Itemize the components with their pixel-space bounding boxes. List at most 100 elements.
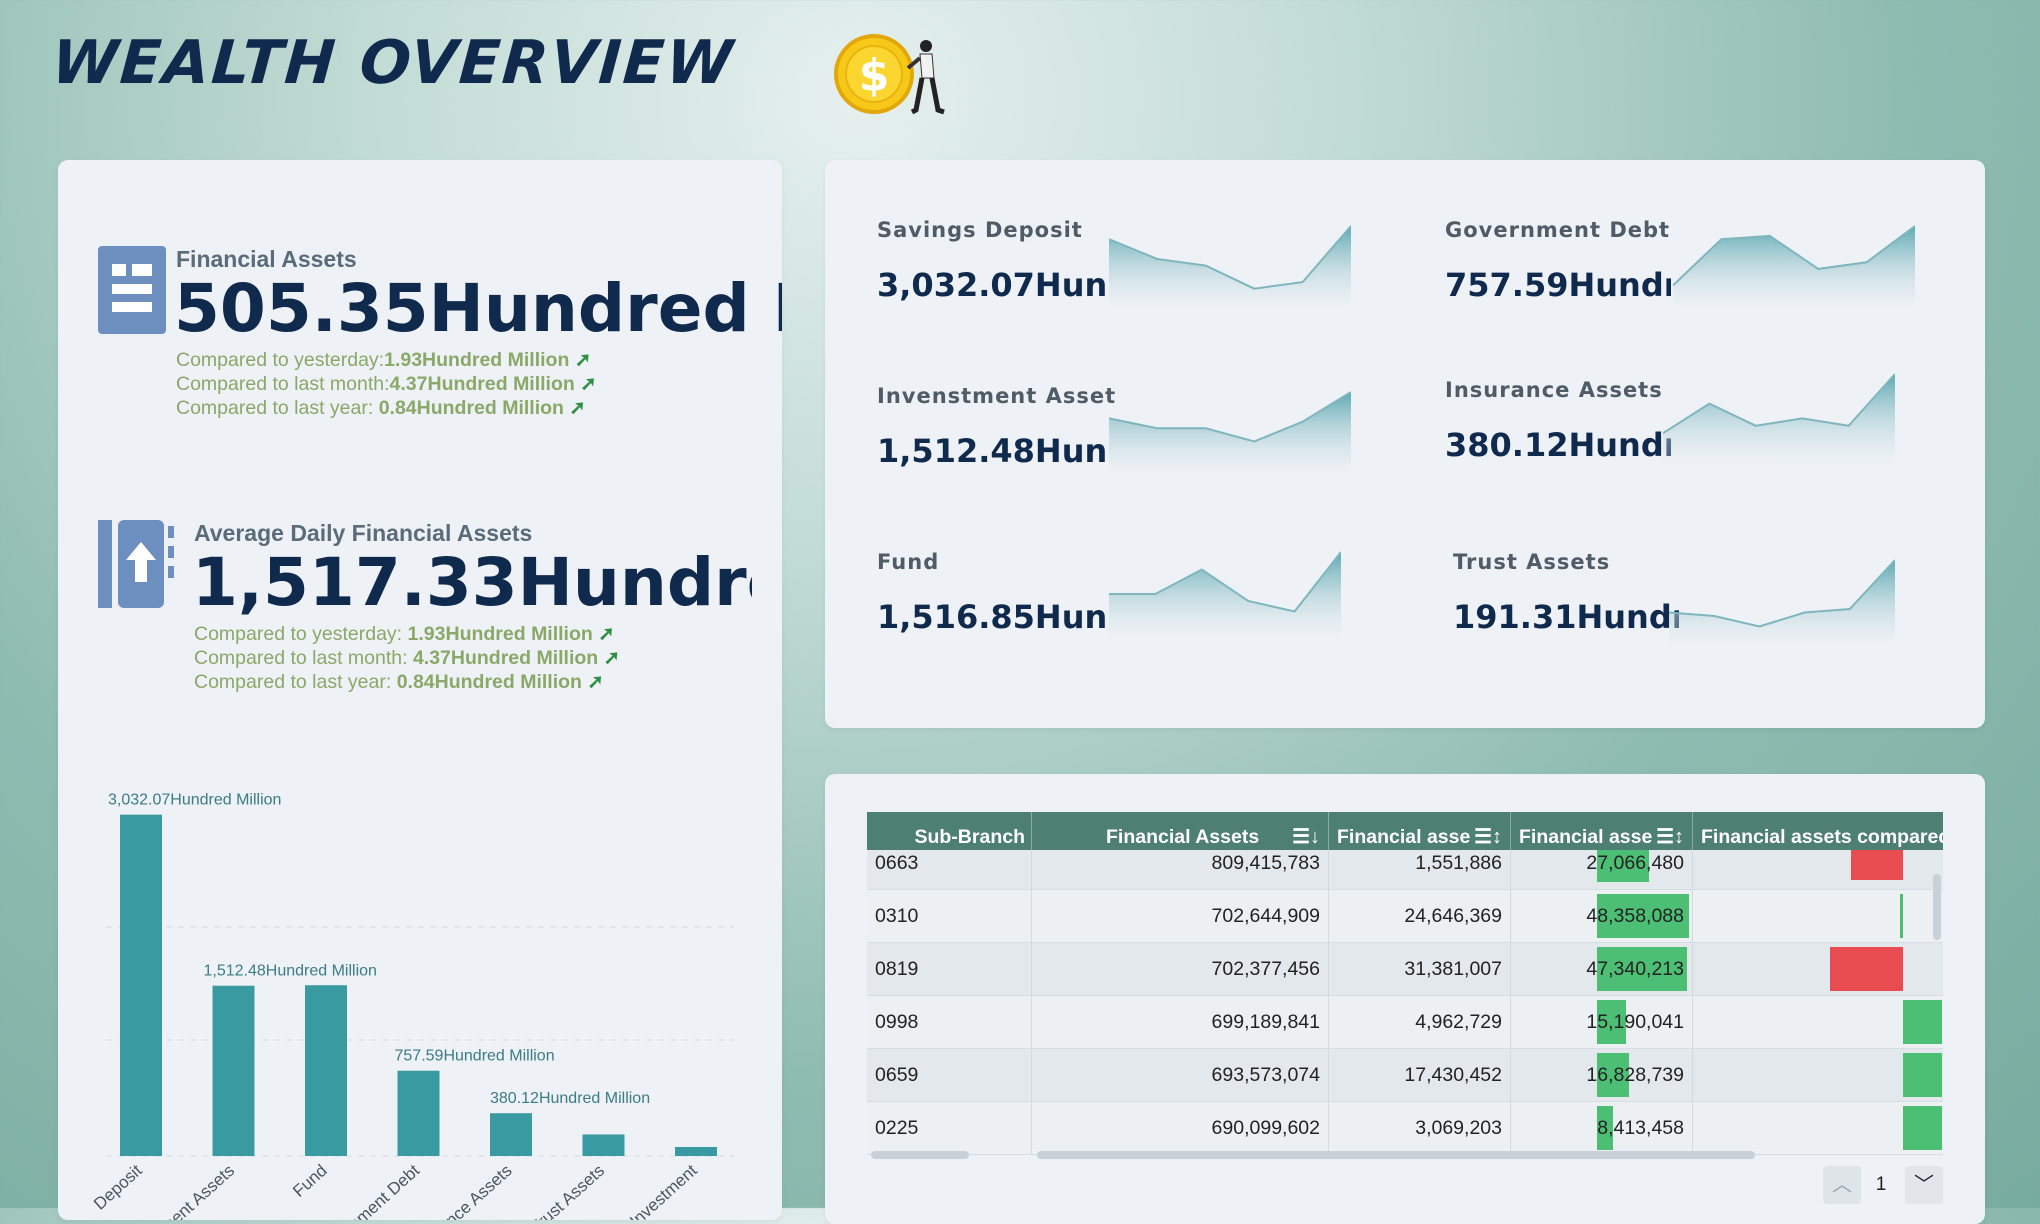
data-bar	[1597, 1053, 1630, 1097]
x-tick-label: Government Debt	[311, 1161, 424, 1220]
cell-sub-branch: 0663	[867, 850, 1032, 890]
up-arrow-icon: ➚	[569, 397, 586, 419]
cell-financial-assets-2: 17,430,452	[1329, 1049, 1511, 1102]
mini-kpi-value: 757.59Hundred Million	[1445, 266, 1671, 304]
cell-financial-assets-compared	[1693, 943, 1943, 996]
coin-mascot-icon: $	[834, 34, 945, 115]
sort-desc-icon[interactable]: ☰↓	[1292, 826, 1320, 848]
sparkline-area	[1673, 226, 1915, 310]
sparkline-line	[1663, 373, 1895, 435]
table-row[interactable]: 0663 809,415,783 1,551,886 27,066,480	[867, 850, 1943, 890]
bar[interactable]	[120, 814, 162, 1156]
mini-kpi-label: Fund	[877, 550, 940, 574]
horizontal-scrollbar-right[interactable]	[1037, 1151, 1755, 1159]
cell-sub-branch: 0998	[867, 996, 1032, 1049]
avg-daily-label: Average Daily Financial Assets	[194, 520, 533, 546]
cell-financial-assets: 702,644,909	[1032, 890, 1329, 943]
mini-kpi-label: Government Debt	[1445, 218, 1671, 242]
cell-financial-assets: 809,415,783	[1032, 850, 1329, 890]
vertical-scrollbar[interactable]	[1933, 874, 1941, 940]
cell-financial-assets-2: 4,962,729	[1329, 996, 1511, 1049]
cell-financial-assets-2: 3,069,203	[1329, 1102, 1511, 1155]
mini-kpi-value: 3,032.07Hundred Million	[877, 266, 1105, 304]
sparkline-line	[1673, 225, 1915, 287]
table-row[interactable]: 0998 699,189,841 4,962,729 15,190,041	[867, 996, 1943, 1049]
sparkline-line	[1669, 559, 1895, 628]
asset-breakdown-card: Savings Deposit 3,032.07Hundred Million Go…	[825, 160, 1985, 728]
cell-financial-assets-compared	[1693, 850, 1943, 890]
bar[interactable]	[675, 1146, 717, 1156]
mini-kpi-value: 380.12Hundred Million	[1445, 426, 1671, 464]
sparkline-area	[1109, 552, 1341, 640]
bar[interactable]	[582, 1134, 625, 1156]
sparkline-chart	[1109, 551, 1341, 640]
cell-financial-assets: 690,099,602	[1032, 1102, 1329, 1155]
compare-last-year: Compared to last year: 0.84Hundred Milli…	[194, 671, 604, 693]
up-arrow-icon: ➚	[598, 623, 615, 645]
sparkline-line	[1109, 391, 1351, 443]
cell-sub-branch: 0819	[867, 943, 1032, 996]
data-bar	[1597, 1000, 1626, 1044]
cell-financial-assets: 702,377,456	[1032, 943, 1329, 996]
sparkline-chart	[1663, 373, 1895, 466]
cell-financial-assets-2: 24,646,369	[1329, 890, 1511, 943]
bar[interactable]	[212, 985, 255, 1156]
cell-financial-assets-3: 16,828,739	[1511, 1049, 1693, 1102]
document-icon	[98, 246, 166, 334]
sparkline-area	[1663, 374, 1895, 466]
sub-branch-table: Sub-Branch Financial Assets ☰↓ Financial …	[867, 812, 1943, 1160]
sparkline-line	[1109, 225, 1351, 290]
compare-yesterday: Compared to yesterday: 1.93Hundred Milli…	[194, 623, 615, 645]
mini-kpi-label: Savings Deposit	[877, 218, 1083, 242]
up-arrow-icon: ➚	[580, 373, 597, 395]
mini-kpi-value: 1,512.48Hundred Million	[877, 432, 1105, 470]
cell-financial-assets-3: 8,413,458	[1511, 1102, 1693, 1155]
financial-assets-label: Financial Assets	[176, 246, 357, 272]
bar[interactable]	[305, 985, 347, 1156]
page-up-button[interactable]: ︿	[1823, 1166, 1861, 1204]
comparison-bar	[1903, 1000, 1942, 1044]
col-financial-assets[interactable]: Financial Assets ☰↓	[1032, 812, 1329, 862]
cell-sub-branch: 0659	[867, 1049, 1032, 1102]
table-row[interactable]: 0659 693,573,074 17,430,452 16,828,739	[867, 1049, 1943, 1102]
x-tick-label: Fund	[289, 1161, 331, 1201]
comparison-bar	[1851, 850, 1903, 880]
compare-last-year: Compared to last year: 0.84Hundred Milli…	[176, 397, 586, 419]
page-down-button[interactable]: ﹀	[1905, 1166, 1943, 1204]
bar-data-label: 757.59Hundred Million	[395, 1048, 555, 1065]
cell-financial-assets-3: 47,340,213	[1511, 943, 1693, 996]
cell-financial-assets-compared	[1693, 1102, 1943, 1155]
col-sub-branch[interactable]: Sub-Branch	[867, 812, 1032, 862]
table-row[interactable]: 0310 702,644,909 24,646,369 48,358,088	[867, 890, 1943, 943]
cell-financial-assets-compared	[1693, 996, 1943, 1049]
up-arrow-icon: ➚	[587, 671, 604, 693]
sparkline-line	[1109, 551, 1341, 613]
bar[interactable]	[490, 1113, 532, 1156]
table-row[interactable]: 0225 690,099,602 3,069,203 8,413,458	[867, 1102, 1943, 1155]
cell-sub-branch: 0225	[867, 1102, 1032, 1155]
bar[interactable]	[397, 1070, 440, 1156]
upload-icon	[98, 520, 174, 608]
up-arrow-icon: ➚	[574, 349, 592, 371]
comparison-bar	[1830, 947, 1903, 991]
col-financial-assets-compared[interactable]: Financial assets compared	[1701, 826, 1943, 848]
sparkline-chart	[1673, 225, 1915, 310]
horizontal-scrollbar-left[interactable]	[871, 1151, 969, 1159]
sparkline-chart	[1109, 225, 1351, 310]
cell-financial-assets: 693,573,074	[1032, 1049, 1329, 1102]
avg-daily-value: 1,517.33Hundred Million	[192, 544, 752, 621]
sparkline-chart	[1109, 391, 1351, 476]
asset-bar-chart: 3,032.07Hundred Million Deposit 1,512.48Hu…	[90, 792, 734, 1220]
cell-financial-assets-compared	[1693, 1049, 1943, 1102]
sparkline-area	[1109, 226, 1351, 310]
data-bar	[1597, 947, 1688, 991]
sparkline-chart	[1669, 559, 1895, 648]
asset-summary-card: Financial Assets 505.35Hundred Million C…	[58, 160, 782, 1220]
sub-branch-table-card: Sub-Branch Financial Assets ☰↓ Financial …	[825, 774, 1985, 1224]
data-bar	[1597, 850, 1649, 882]
x-tick-label: Float Investment	[595, 1161, 701, 1220]
table-row[interactable]: 0819 702,377,456 31,381,007 47,340,213	[867, 943, 1943, 996]
compare-last-month: Compared to last month:4.37Hundred Milli…	[176, 373, 597, 395]
compare-yesterday: Compared to yesterday:1.93Hundred Millio…	[176, 349, 592, 371]
financial-assets-value: 505.35Hundred Million	[174, 270, 782, 347]
